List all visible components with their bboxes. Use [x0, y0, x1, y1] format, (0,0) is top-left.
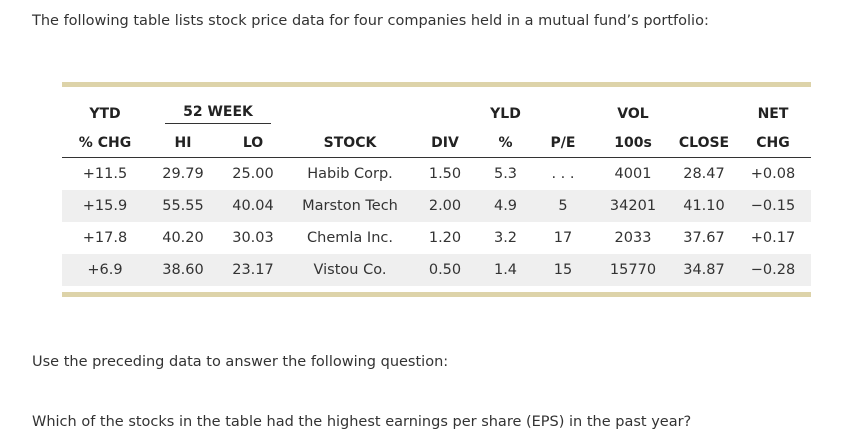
cell-hi: 38.60 [148, 254, 218, 286]
header-close: CLOSE [673, 129, 735, 158]
cell-yld: 4.9 [478, 190, 533, 222]
header-pe: P/E [533, 129, 593, 158]
header-empty-stock [288, 87, 412, 129]
cell-div: 1.20 [428, 230, 462, 246]
cell-pe: 17 [553, 230, 573, 246]
header-ytd: YTD [89, 106, 121, 122]
cell-vol: 2033 [614, 230, 652, 246]
header-chg: CHG [735, 129, 811, 158]
cell-yld: 1.4 [478, 254, 533, 286]
header-empty-pe [533, 87, 593, 129]
cell-div: 0.50 [412, 254, 478, 286]
header-row-2: % CHG HI LO STOCK DIV % P/E 100s CLOSE C… [62, 129, 811, 158]
table-row: +17.8 40.20 30.03 Chemla Inc. 1.20 3.2 1… [62, 222, 811, 254]
cell-pe: . . . [551, 166, 575, 182]
cell-vol: 34201 [593, 190, 673, 222]
table-top-bar [62, 82, 811, 87]
header-net: NET [757, 106, 789, 122]
cell-lo: 23.17 [218, 254, 288, 286]
cell-hi: 40.20 [162, 230, 204, 246]
cell-net: +0.08 [750, 166, 796, 182]
stock-table: YTD 52 WEEK YLD VOL NET % CHG HI LO STOC… [62, 87, 811, 292]
cell-ytd: +6.9 [62, 254, 148, 286]
cell-net: −0.28 [735, 254, 811, 286]
cell-yld: 3.2 [493, 230, 518, 246]
cell-lo: 30.03 [232, 230, 274, 246]
cell-stock: Marston Tech [288, 190, 412, 222]
header-div: DIV [412, 129, 478, 158]
cell-stock: Chemla Inc. [307, 230, 393, 246]
cell-net: −0.15 [735, 190, 811, 222]
cell-pe: 15 [533, 254, 593, 286]
header-row-1: YTD 52 WEEK YLD VOL NET [62, 87, 811, 129]
header-52-week: 52 WEEK [148, 87, 288, 129]
table-row: +15.9 55.55 40.04 Marston Tech 2.00 4.9 … [62, 190, 811, 222]
cell-stock: Habib Corp. [307, 166, 393, 182]
cell-pe: 5 [533, 190, 593, 222]
cell-hi: 55.55 [148, 190, 218, 222]
cell-vol: 4001 [614, 166, 652, 182]
cell-div: 1.50 [428, 166, 462, 182]
cell-close: 37.67 [683, 230, 725, 246]
stock-table-container: YTD 52 WEEK YLD VOL NET % CHG HI LO STOC… [62, 82, 811, 297]
cell-yld: 5.3 [493, 166, 518, 182]
cell-vol: 15770 [593, 254, 673, 286]
cell-lo: 25.00 [232, 166, 274, 182]
header-vol-100s: 100s [593, 129, 673, 158]
cell-close: 28.47 [683, 166, 725, 182]
spacer-cell [62, 286, 811, 292]
table-row: +11.5 29.79 25.00 Habib Corp. 1.50 5.3 .… [62, 158, 811, 191]
header-yld-pct: % [478, 129, 533, 158]
cell-div: 2.00 [412, 190, 478, 222]
header-pct-chg: % CHG [62, 129, 148, 158]
cell-hi: 29.79 [162, 166, 204, 182]
cell-ytd: +17.8 [82, 230, 128, 246]
header-vol: VOL [617, 106, 649, 122]
table-bottom-bar [62, 292, 811, 297]
table-bottom-spacer [62, 286, 811, 292]
intro-text: The following table lists stock price da… [32, 13, 709, 29]
header-hi: HI [148, 129, 218, 158]
cell-ytd: +11.5 [82, 166, 128, 182]
header-empty-close [673, 87, 735, 129]
header-lo: LO [218, 129, 288, 158]
header-empty-div [412, 87, 478, 129]
header-52-week-label: 52 WEEK [165, 104, 271, 124]
table-row: +6.9 38.60 23.17 Vistou Co. 0.50 1.4 15 … [62, 254, 811, 286]
cell-close: 41.10 [673, 190, 735, 222]
cell-stock: Vistou Co. [288, 254, 412, 286]
cell-ytd: +15.9 [62, 190, 148, 222]
cell-lo: 40.04 [218, 190, 288, 222]
question-intro-text: Use the preceding data to answer the fol… [32, 354, 449, 370]
cell-close: 34.87 [673, 254, 735, 286]
header-stock: STOCK [288, 129, 412, 158]
header-yld: YLD [490, 106, 521, 122]
question-text: Which of the stocks in the table had the… [32, 414, 692, 430]
cell-net: +0.17 [750, 230, 796, 246]
